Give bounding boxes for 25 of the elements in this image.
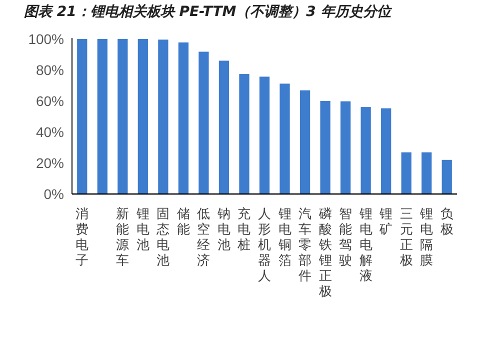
x-tick-label: 锂电铜箔	[277, 207, 292, 268]
x-tick-label: 人形机器人	[258, 207, 271, 284]
y-tick-label: 20%	[36, 155, 64, 171]
y-tick-label: 100%	[28, 31, 64, 47]
y-tick-label: 0%	[44, 186, 64, 202]
x-tick-label: 新能源车	[116, 207, 130, 268]
x-tick-label: 智能驾驶	[339, 207, 352, 268]
x-tick-label: 磷酸铁锂正极	[318, 207, 332, 300]
y-tick-label: 40%	[36, 124, 64, 140]
y-tick-label: 80%	[36, 62, 64, 78]
x-tick-label: 低空经济	[197, 207, 210, 268]
x-tick-label: 储能	[176, 207, 190, 238]
x-tick-label: 负极	[439, 207, 454, 238]
x-tick-label: 汽车零部件	[298, 207, 312, 284]
chart-title: 图表 21：锂电相关板块 PE-TTM（不调整）3 年历史分位	[24, 3, 393, 20]
x-tick-label: 锂电电解液	[358, 207, 372, 284]
y-tick-label: 60%	[36, 93, 64, 109]
x-tick-label: 消费电子	[76, 207, 89, 268]
x-tick-label: 充电桩	[236, 207, 251, 253]
x-tick-label: 钠电池	[216, 207, 230, 253]
x-tick-label: 锂电隔膜	[419, 207, 434, 268]
x-tick-label: 锂矿	[378, 207, 393, 238]
x-tick-label: 三元正极	[398, 207, 413, 268]
x-tick-label: 锂电池	[135, 207, 150, 253]
x-tick-label: 固态电池	[156, 207, 170, 268]
